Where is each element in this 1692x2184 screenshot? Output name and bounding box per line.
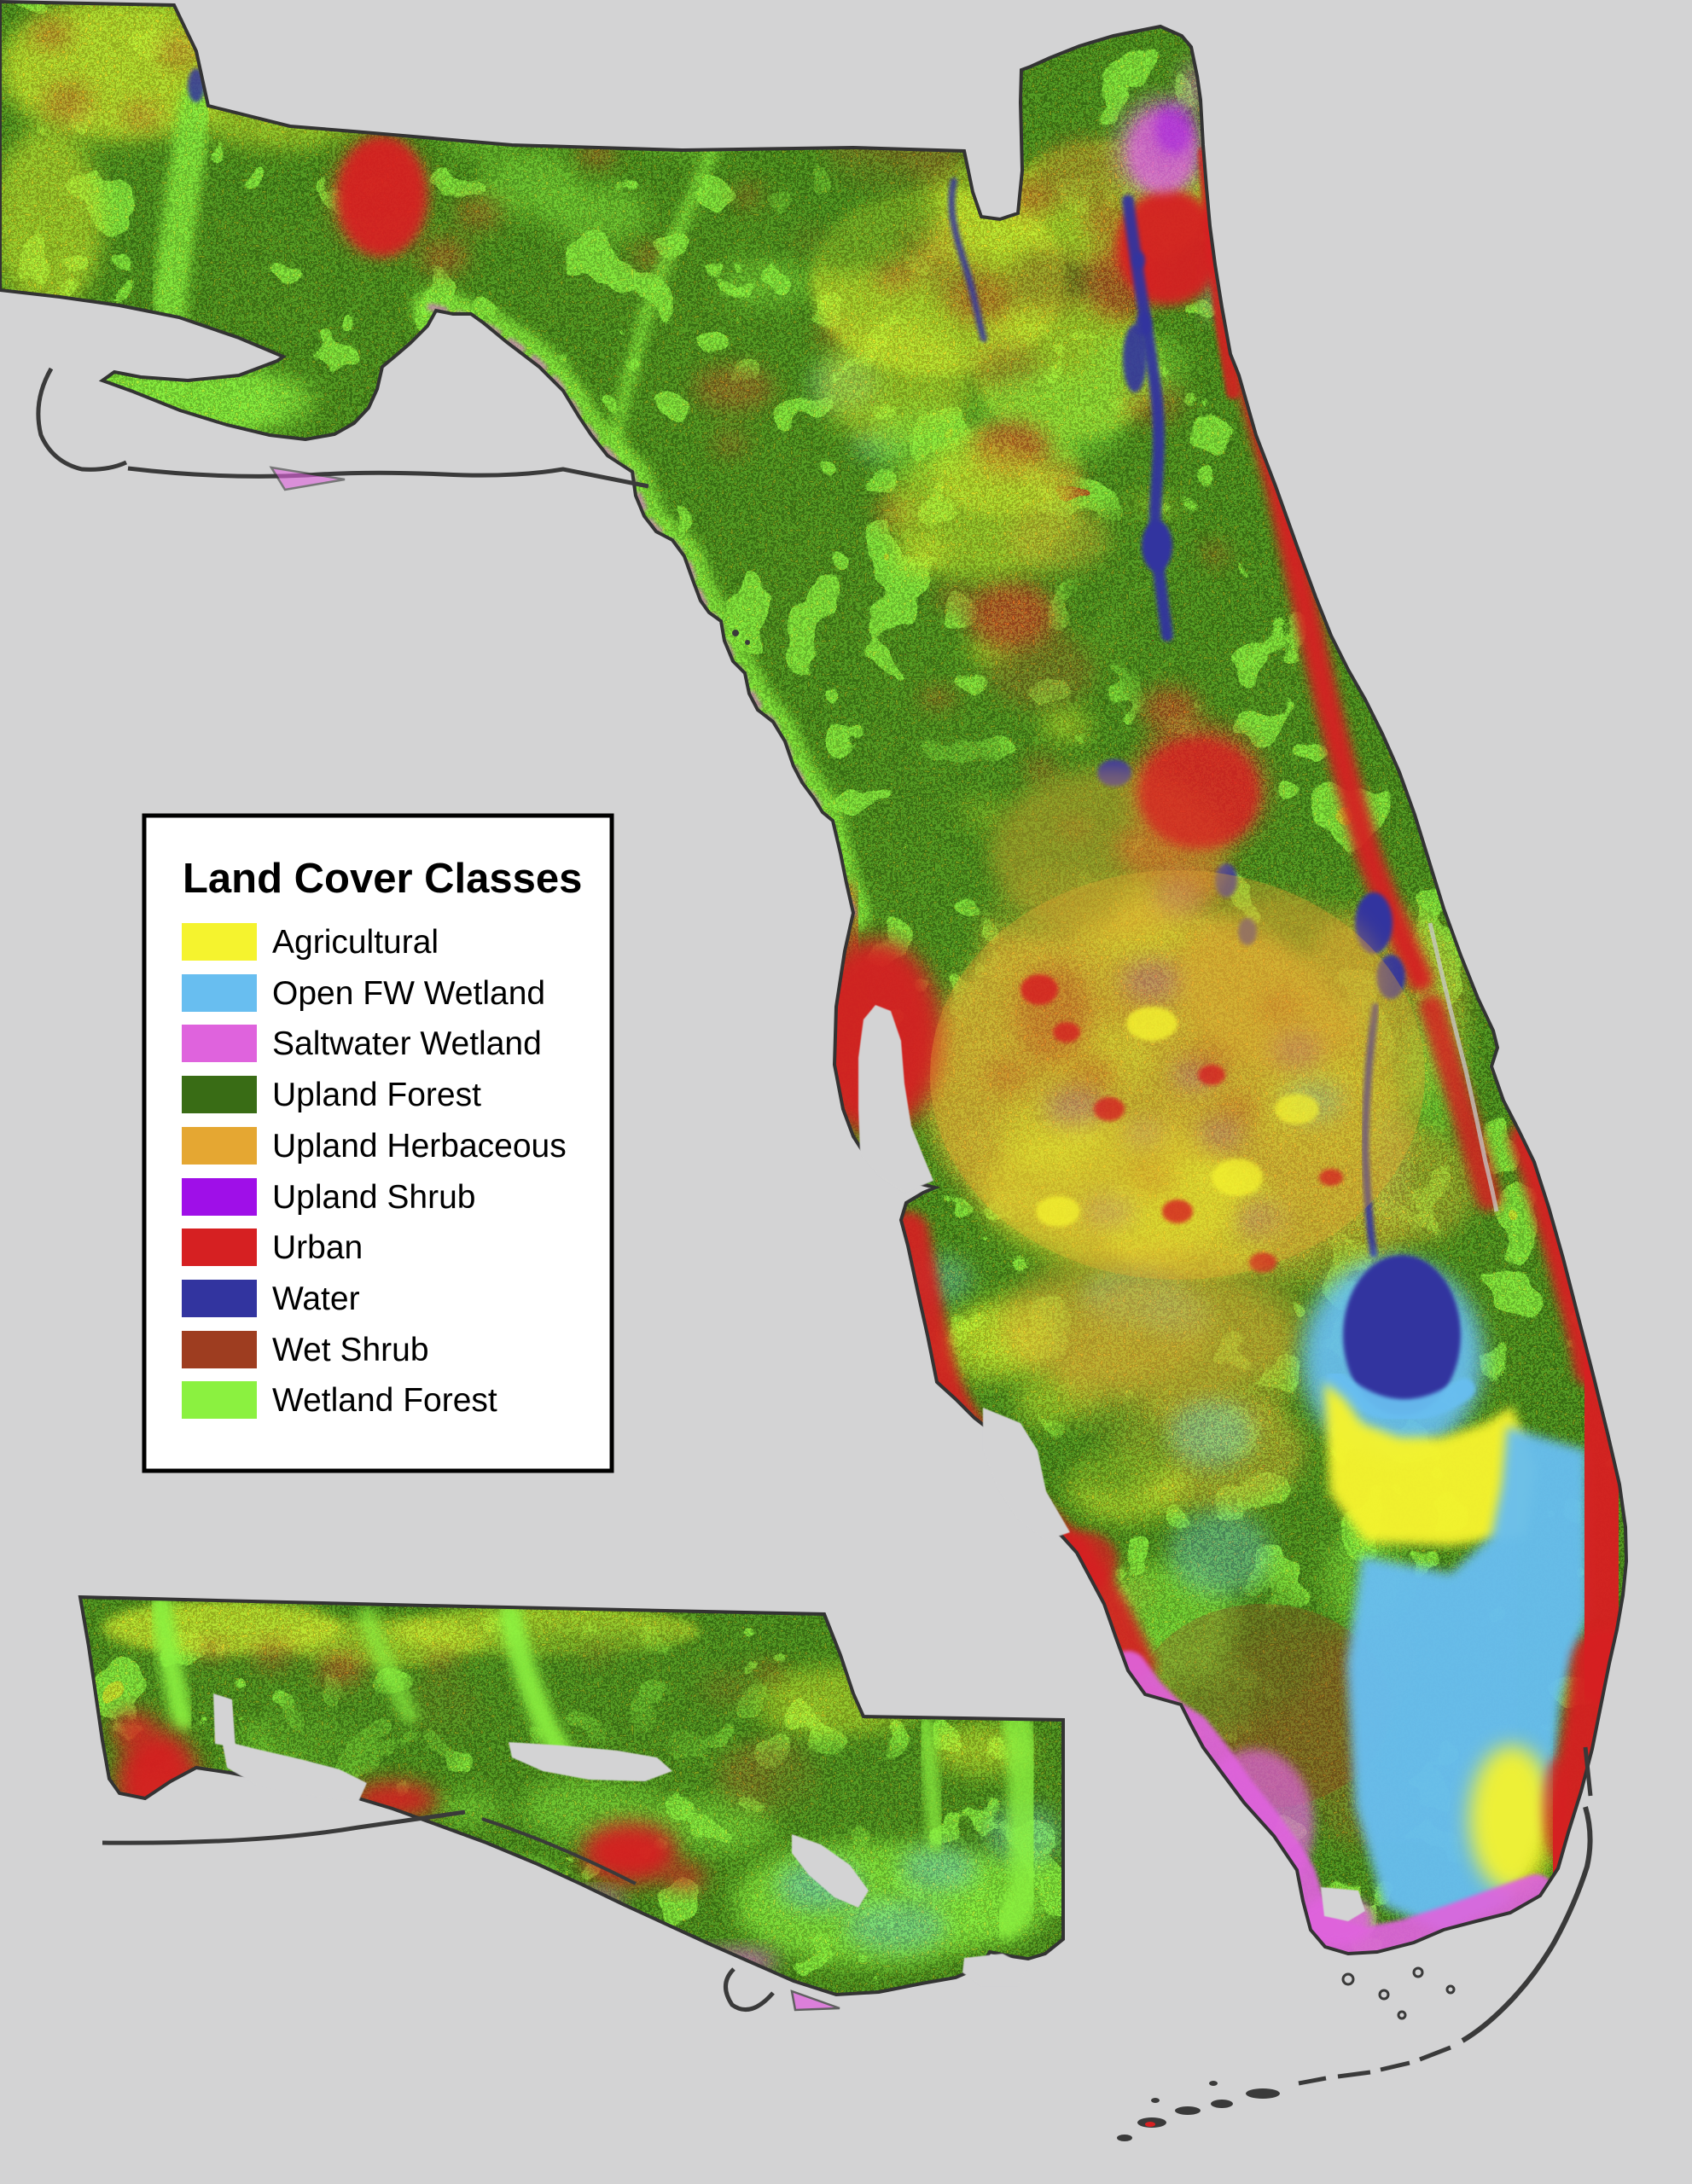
svg-text:Water: Water — [272, 1281, 360, 1317]
svg-text:Agricultural: Agricultural — [272, 924, 439, 961]
svg-text:Upland Herbaceous: Upland Herbaceous — [272, 1128, 567, 1165]
svg-text:Upland Shrub: Upland Shrub — [272, 1179, 476, 1216]
svg-text:Land Cover Classes: Land Cover Classes — [183, 856, 582, 902]
svg-text:Open FW Wetland: Open FW Wetland — [272, 975, 545, 1012]
svg-text:Wet Shrub: Wet Shrub — [272, 1332, 429, 1368]
svg-text:Upland Forest: Upland Forest — [272, 1077, 481, 1113]
svg-text:Urban: Urban — [272, 1229, 363, 1266]
svg-text:Wetland Forest: Wetland Forest — [272, 1382, 497, 1419]
svg-text:Saltwater Wetland: Saltwater Wetland — [272, 1025, 542, 1062]
